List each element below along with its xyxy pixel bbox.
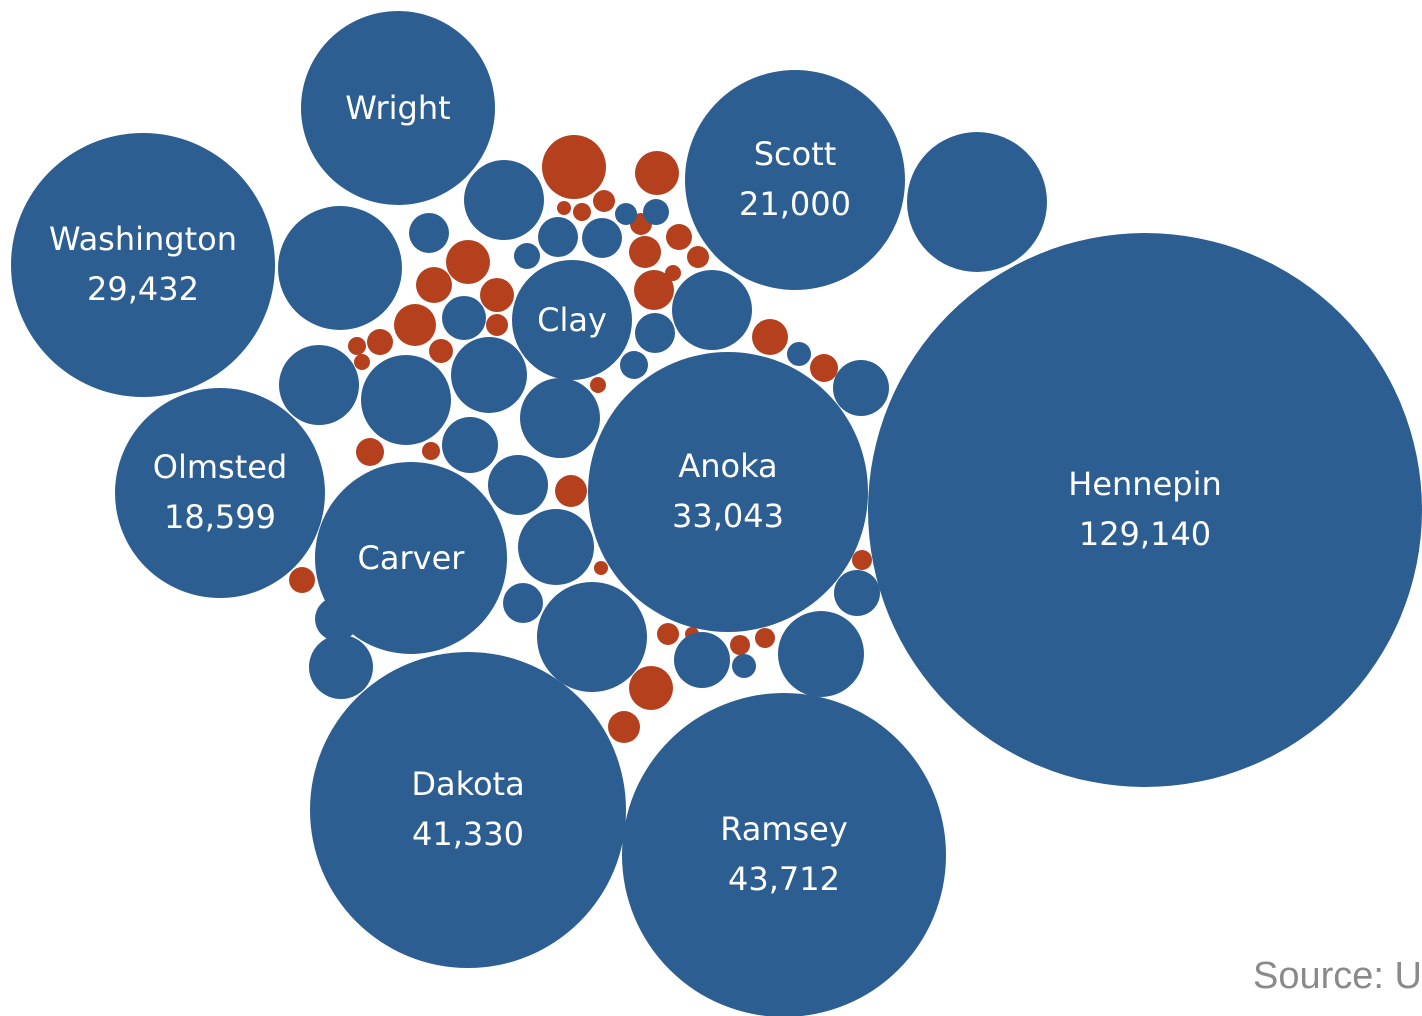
bubble-minor-red (629, 666, 673, 710)
bubble-minor-blue (833, 360, 889, 416)
bubble-minor-blue (732, 654, 756, 678)
bubble-minor-red (422, 442, 440, 460)
bubble-minor-blue (442, 417, 498, 473)
bubble-label-clay: Clay (537, 301, 607, 339)
bubble-scott (685, 70, 905, 290)
bubble-minor-red (608, 711, 640, 743)
bubble-minor-blue (503, 583, 543, 623)
bubble-minor-red (289, 567, 315, 593)
bubble-minor-red (629, 236, 661, 268)
bubble-minor-red (394, 304, 436, 346)
bubble-minor-red (634, 270, 674, 310)
bubble-minor-blue (834, 570, 880, 616)
bubble-minor-red (446, 240, 490, 284)
bubble-washington (11, 133, 275, 397)
bubble-minor-blue (635, 313, 675, 353)
bubble-value-anoka: 33,043 (672, 497, 784, 535)
bubble-clay (512, 260, 632, 380)
bubble-minor-blue (672, 270, 752, 350)
bubble-minor-red (666, 224, 692, 250)
bubble-label-olmsted: Olmsted (153, 448, 287, 486)
bubble-minor-red (730, 635, 750, 655)
bubble-minor-red (555, 475, 587, 507)
bubble-hennepin (868, 233, 1422, 787)
bubble-minor-red (356, 438, 384, 466)
bubble-olmsted (115, 388, 325, 598)
bubble-value-scott: 21,000 (739, 185, 851, 223)
bubble-minor-blue (778, 611, 864, 697)
bubble-value-ramsey: 43,712 (728, 860, 840, 898)
bubble-minor-blue (582, 218, 622, 258)
bubble-dakota (310, 652, 626, 968)
source-note: Source: U (1253, 955, 1422, 997)
bubble-label-anoka: Anoka (678, 447, 777, 485)
bubble-minor-red (687, 246, 709, 268)
bubble-minor-blue (615, 203, 637, 225)
bubble-minor-blue (907, 132, 1047, 272)
bubble-minor-red (354, 354, 370, 370)
bubble-minor-blue (537, 582, 647, 692)
bubble-minor-red (635, 151, 679, 195)
bubble-label-scott: Scott (754, 135, 837, 173)
bubble-minor-blue (279, 345, 359, 425)
bubble-minor-blue (620, 351, 648, 379)
bubble-label-wright: Wright (345, 89, 450, 127)
bubble-minor-blue (674, 632, 730, 688)
bubble-label-washington: Washington (49, 220, 237, 258)
bubble-minor-blue (464, 160, 544, 240)
bubble-minor-red (665, 265, 681, 281)
bubble-minor-red (416, 267, 452, 303)
bubble-label-dakota: Dakota (411, 765, 524, 803)
bubble-wright (301, 11, 495, 205)
bubble-minor-blue (518, 509, 594, 585)
bubble-minor-red (429, 339, 453, 363)
bubble-minor-blue (514, 243, 540, 269)
bubble-minor-red (752, 319, 788, 355)
bubble-minor-red (486, 314, 508, 336)
bubble-minor-blue (643, 199, 669, 225)
bubble-value-washington: 29,432 (87, 270, 199, 308)
bubble-anoka (588, 352, 868, 632)
bubble-minor-red (657, 623, 679, 645)
bubble-minor-red (593, 190, 615, 212)
bubble-minor-blue (361, 355, 451, 445)
bubble-minor-red (480, 278, 514, 312)
bubble-minor-red (557, 201, 571, 215)
bubble-minor-blue (520, 378, 600, 458)
bubble-value-hennepin: 129,140 (1079, 515, 1211, 553)
bubble-label-hennepin: Hennepin (1068, 465, 1221, 503)
bubble-carver (315, 462, 507, 654)
bubble-minor-blue (409, 213, 449, 253)
bubble-minor-blue (442, 296, 486, 340)
bubble-minor-red (590, 377, 606, 393)
bubble-minor-red (755, 628, 775, 648)
bubble-minor-red (542, 135, 606, 199)
bubble-label-ramsey: Ramsey (720, 810, 848, 848)
bubble-label-carver: Carver (358, 539, 466, 577)
bubble-minor-red (852, 550, 872, 570)
bubble-minor-blue (278, 206, 402, 330)
bubble-minor-red (348, 337, 366, 355)
bubble-value-olmsted: 18,599 (164, 498, 276, 536)
bubble-minor-blue (538, 217, 578, 257)
bubble-minor-blue (787, 342, 811, 366)
bubble-ramsey (622, 693, 946, 1016)
bubble-minor-blue (488, 455, 548, 515)
bubble-minor-blue (309, 635, 373, 699)
bubble-minor-red (594, 561, 608, 575)
bubble-value-dakota: 41,330 (412, 815, 524, 853)
bubble-minor-red (810, 354, 838, 382)
bubble-minor-red (367, 329, 393, 355)
bubble-minor-red (573, 203, 591, 221)
bubble-minor-blue (451, 337, 527, 413)
